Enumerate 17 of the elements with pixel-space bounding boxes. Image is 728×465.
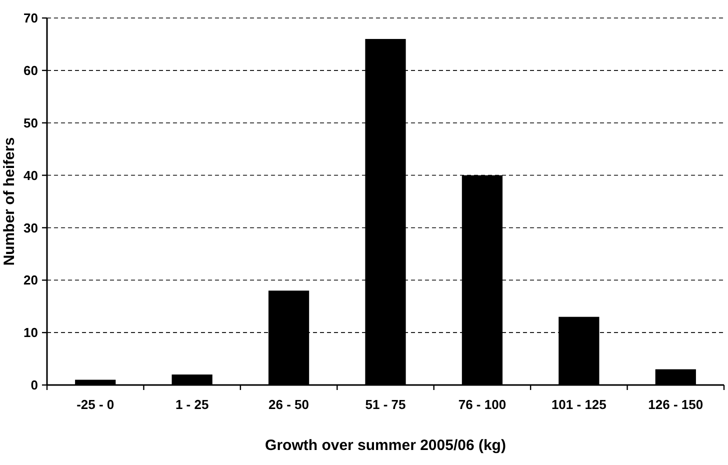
x-axis-title: Growth over summer 2005/06 (kg) <box>265 437 506 454</box>
x-tick-label: 51 - 75 <box>365 397 406 412</box>
y-tick-label: 10 <box>24 325 38 340</box>
x-tick-label: 1 - 25 <box>175 397 209 412</box>
x-tick-label: 126 - 150 <box>648 397 704 412</box>
x-tick-label: -25 - 0 <box>76 397 114 412</box>
y-tick-label: 70 <box>24 10 38 26</box>
y-tick-label: 30 <box>24 220 38 236</box>
y-tick-label: 20 <box>24 272 38 288</box>
y-tick-label: 40 <box>24 168 38 183</box>
y-axis-title: Number of heifers <box>1 137 18 266</box>
y-tick-label: 60 <box>24 62 38 78</box>
x-tick-label: 76 - 100 <box>458 397 506 412</box>
x-tick-label: 101 - 125 <box>551 397 606 412</box>
y-tick-label: 50 <box>24 115 38 130</box>
x-tick-label: 26 - 50 <box>268 397 310 412</box>
y-tick-label: 0 <box>30 378 38 393</box>
